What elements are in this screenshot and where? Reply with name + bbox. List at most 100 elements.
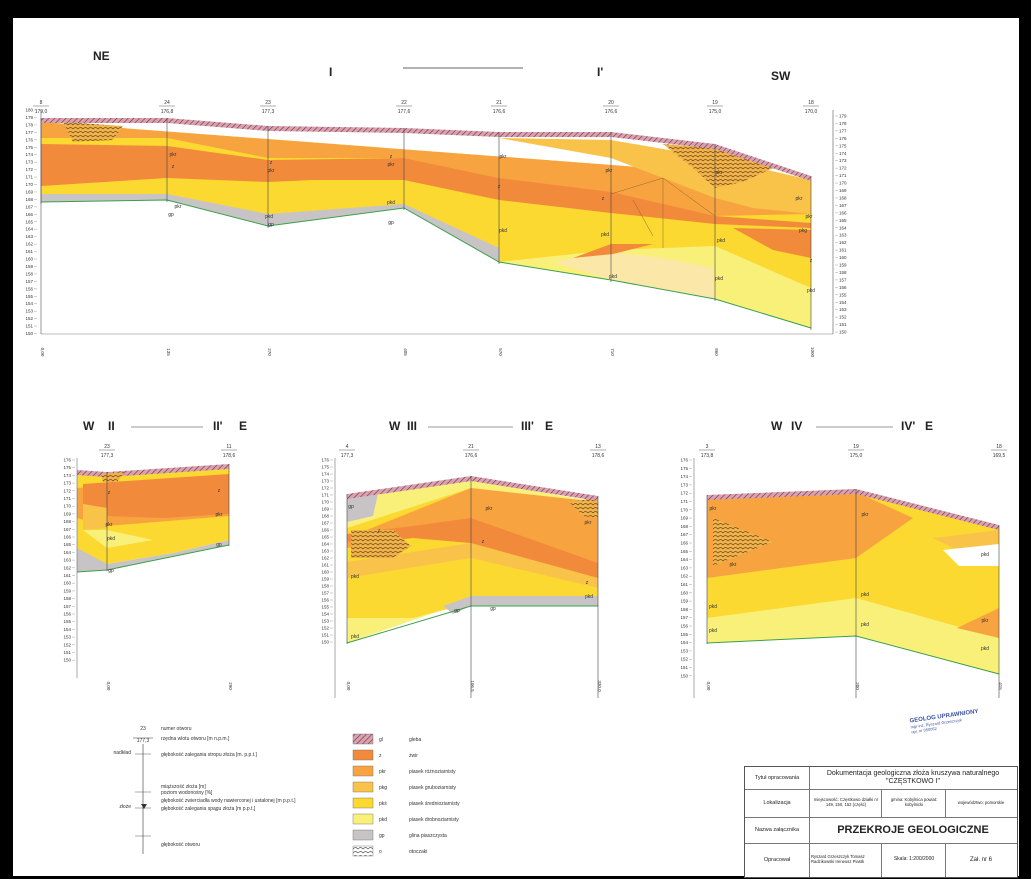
s1-layer-label: pkr [170, 152, 177, 158]
s4-end: IV' [901, 419, 915, 433]
s1-layer-label: pkr [606, 168, 613, 174]
s2-scale-tick: 160 [63, 581, 71, 586]
s1r-scale-tick: 179 [839, 114, 847, 119]
s1r-scale-tick: 168 [839, 195, 847, 200]
legend-code: o [379, 849, 382, 855]
s4-scale-tick: 167 [680, 532, 688, 537]
s1-layer-label: pkd [387, 200, 395, 206]
legend-swatch [352, 749, 374, 761]
s1r-scale-tick: 178 [839, 121, 847, 126]
s1l-scale-tick: 168 [25, 197, 33, 202]
s1r-scale-tick: 171 [839, 173, 847, 178]
s3-layer-label: z [378, 528, 381, 534]
s4-borehole-no: 19 [853, 444, 859, 450]
s3-borehole-no: 4 [346, 444, 349, 450]
legend-swatch [352, 765, 374, 777]
key-description: miąższość złoża [m] [161, 784, 206, 790]
s4-scale-tick: 169 [680, 516, 688, 521]
s1-borehole-no: 24 [164, 100, 170, 106]
s2-scale-tick: 170 [63, 504, 71, 509]
s1r-scale-tick: 162 [839, 240, 847, 245]
s1r-scale-tick: 154 [839, 300, 847, 305]
s2-scale-tick: 161 [63, 573, 71, 578]
s1-distance: 570 [498, 348, 503, 356]
s1l-scale-tick: 180 [25, 108, 33, 113]
s1-distance: 0,00 [40, 348, 45, 357]
key-description: numer otworu [161, 726, 192, 732]
document-title: Dokumentacja geologiczna złoża kruszywa … [826, 770, 1000, 785]
s2-scale-tick: 156 [63, 612, 71, 617]
s1-layer-label: pkr [175, 204, 182, 210]
s4-layer-label: pkd [981, 552, 989, 558]
borehole-key [133, 737, 153, 854]
s1r-scale-tick: 163 [839, 233, 847, 238]
legend-swatch [352, 733, 374, 745]
s2-scale-tick: 153 [63, 635, 71, 640]
s4-layer-label: pkr [710, 506, 717, 512]
s1-layer-label: pkd [715, 276, 723, 282]
s4-scale-tick: 164 [680, 557, 688, 562]
s3-borehole-elev: 177,3 [341, 453, 354, 459]
s3-left-dir: W [389, 419, 401, 433]
key-description: głębokość zwierciadła wody nawierconej i… [161, 798, 296, 804]
s1l-scale-tick: 154 [25, 301, 33, 306]
s1-distance: 270 [267, 348, 272, 356]
s1l-scale-tick: 176 [25, 137, 33, 142]
s1-layer-label: pkd [499, 228, 507, 234]
s1r-scale-tick: 159 [839, 263, 847, 268]
s2-scale-tick: 154 [63, 627, 71, 632]
s4-scale-tick: 165 [680, 549, 688, 554]
legend-swatch [352, 781, 374, 793]
s1l-scale-tick: 169 [25, 189, 33, 194]
legend-swatch [352, 797, 374, 809]
s2-start: II [108, 419, 115, 433]
legend-code: z [379, 753, 382, 759]
s1r-scale-tick: 174 [839, 151, 847, 156]
s1-distance: 710 [610, 348, 615, 356]
s4-borehole-no: 3 [706, 444, 709, 450]
s2-borehole-elev: 177,3 [101, 453, 114, 459]
key-borehole-elev: 177,3 [137, 738, 150, 744]
s1r-scale-tick: 177 [839, 128, 847, 133]
s1r-scale-tick: 173 [839, 158, 847, 163]
s1-layer-label: pkr [500, 154, 507, 160]
s4-layer-label: pkd [861, 592, 869, 598]
authors: Ryszard Grzeszczyk Tomasz Radzikowski Ir… [811, 854, 865, 864]
s1l-scale-tick: 157 [25, 279, 33, 284]
legend-code: pkś [379, 801, 387, 807]
s3-distance: 106,5 [470, 680, 475, 692]
s1-layer-label: pkd [609, 274, 617, 280]
s3-scale-tick: 156 [321, 598, 329, 603]
s2-scale-tick: 176 [63, 458, 71, 463]
s4-scale-tick: 151 [680, 665, 688, 670]
s1r-scale-tick: 152 [839, 315, 847, 320]
s1-borehole-no: 20 [608, 100, 614, 106]
s4-scale-tick: 175 [680, 466, 688, 471]
s3-distance: 330,0 [597, 680, 602, 692]
s1r-scale-tick: 160 [839, 255, 847, 260]
s3-scale-tick: 171 [321, 493, 329, 498]
s2-layer-label: pkr [106, 522, 113, 528]
s2-scale-tick: 157 [63, 604, 71, 609]
s1r-scale-tick: 166 [839, 210, 847, 215]
s1-layer-label: pkr [388, 162, 395, 168]
s4-distance: 0,00 [706, 682, 711, 691]
s4-layer-label: pkd [861, 622, 869, 628]
s4-scale-tick: 159 [680, 599, 688, 604]
s1l-scale-tick: 155 [25, 294, 33, 299]
s4-scale-tick: 162 [680, 574, 688, 579]
legend-swatch [352, 829, 374, 841]
s1-borehole-elev: 176,8 [161, 109, 174, 115]
s1-borehole-elev: 177,3 [262, 109, 275, 115]
key-description: głębokość zalegania stropu złoża [m. p.p… [161, 752, 257, 758]
s3-end: III' [521, 419, 534, 433]
author-label: Opracował [763, 856, 791, 863]
s1-borehole-no: 22 [401, 100, 407, 106]
s1l-scale-tick: 151 [25, 324, 33, 329]
s1-layer-gleba [41, 118, 811, 181]
legend-code: pkd [379, 817, 387, 823]
s1-start: I [329, 65, 332, 79]
s1-distance: 135 [166, 348, 171, 356]
title-label: Tytuł opracowania [754, 774, 800, 781]
s2-distance: 290 [228, 682, 233, 690]
